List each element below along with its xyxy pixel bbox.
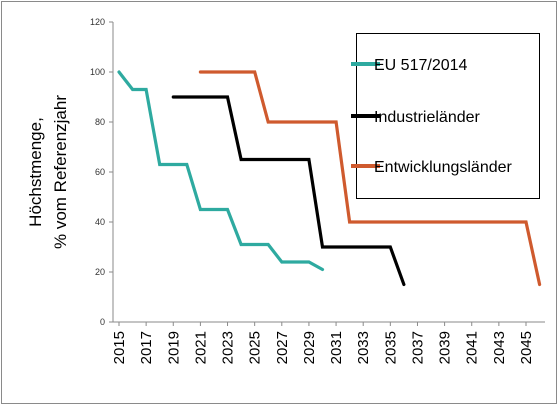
legend-label: Industrieländer — [374, 109, 481, 126]
x-tick-label: 2041 — [464, 331, 481, 364]
y-axis-label-line: Höchstmenge, — [26, 117, 45, 227]
y-tick-label: 60 — [95, 167, 105, 177]
y-axis-label-line: % vom Referenzjahr — [51, 95, 70, 249]
y-tick-label: 80 — [95, 117, 105, 127]
y-tick-label: 100 — [90, 67, 105, 77]
x-tick-label: 2019 — [165, 331, 182, 364]
y-tick-label: 0 — [100, 317, 105, 327]
x-tick-label: 2035 — [382, 331, 399, 364]
x-tick-label: 2025 — [247, 331, 264, 364]
x-ticks: 2015 2017 2019 2021 2023 2025 2027 2029 2031 2033… — [111, 322, 535, 364]
x-tick-label: 2017 — [138, 331, 155, 364]
legend-label: EU 517/2014 — [374, 57, 468, 74]
x-tick-label: 2031 — [328, 331, 345, 364]
series-line-3 — [198, 70, 542, 287]
legend-label: Entwicklungsländer — [374, 159, 513, 176]
x-tick-label: 2021 — [192, 331, 209, 364]
x-tick-label: 2037 — [409, 331, 426, 364]
x-tick-label: 2033 — [355, 331, 372, 364]
y-tick-label: 120 — [90, 17, 105, 27]
series-line-1 — [117, 70, 325, 272]
x-tick-label: 2023 — [220, 331, 237, 364]
legend-box — [356, 33, 540, 199]
series-lines — [117, 70, 542, 287]
y-tick-label: 40 — [95, 217, 105, 227]
series-line-2 — [171, 95, 406, 287]
y-ticks: 0 20 40 60 80 100 120 — [90, 17, 113, 327]
x-tick-label: 2029 — [301, 331, 318, 364]
x-tick-label: 2015 — [111, 331, 128, 364]
x-tick-label: 2045 — [518, 331, 535, 364]
y-tick-label: 20 — [95, 267, 105, 277]
y-axis-label: Höchstmenge, % vom Referenzjahr — [26, 95, 70, 249]
x-tick-label: 2027 — [274, 331, 291, 364]
legend: EU 517/2014 Industrieländer Entwicklungslä… — [351, 33, 540, 199]
x-tick-label: 2039 — [437, 331, 454, 364]
x-tick-label: 2043 — [491, 331, 508, 364]
